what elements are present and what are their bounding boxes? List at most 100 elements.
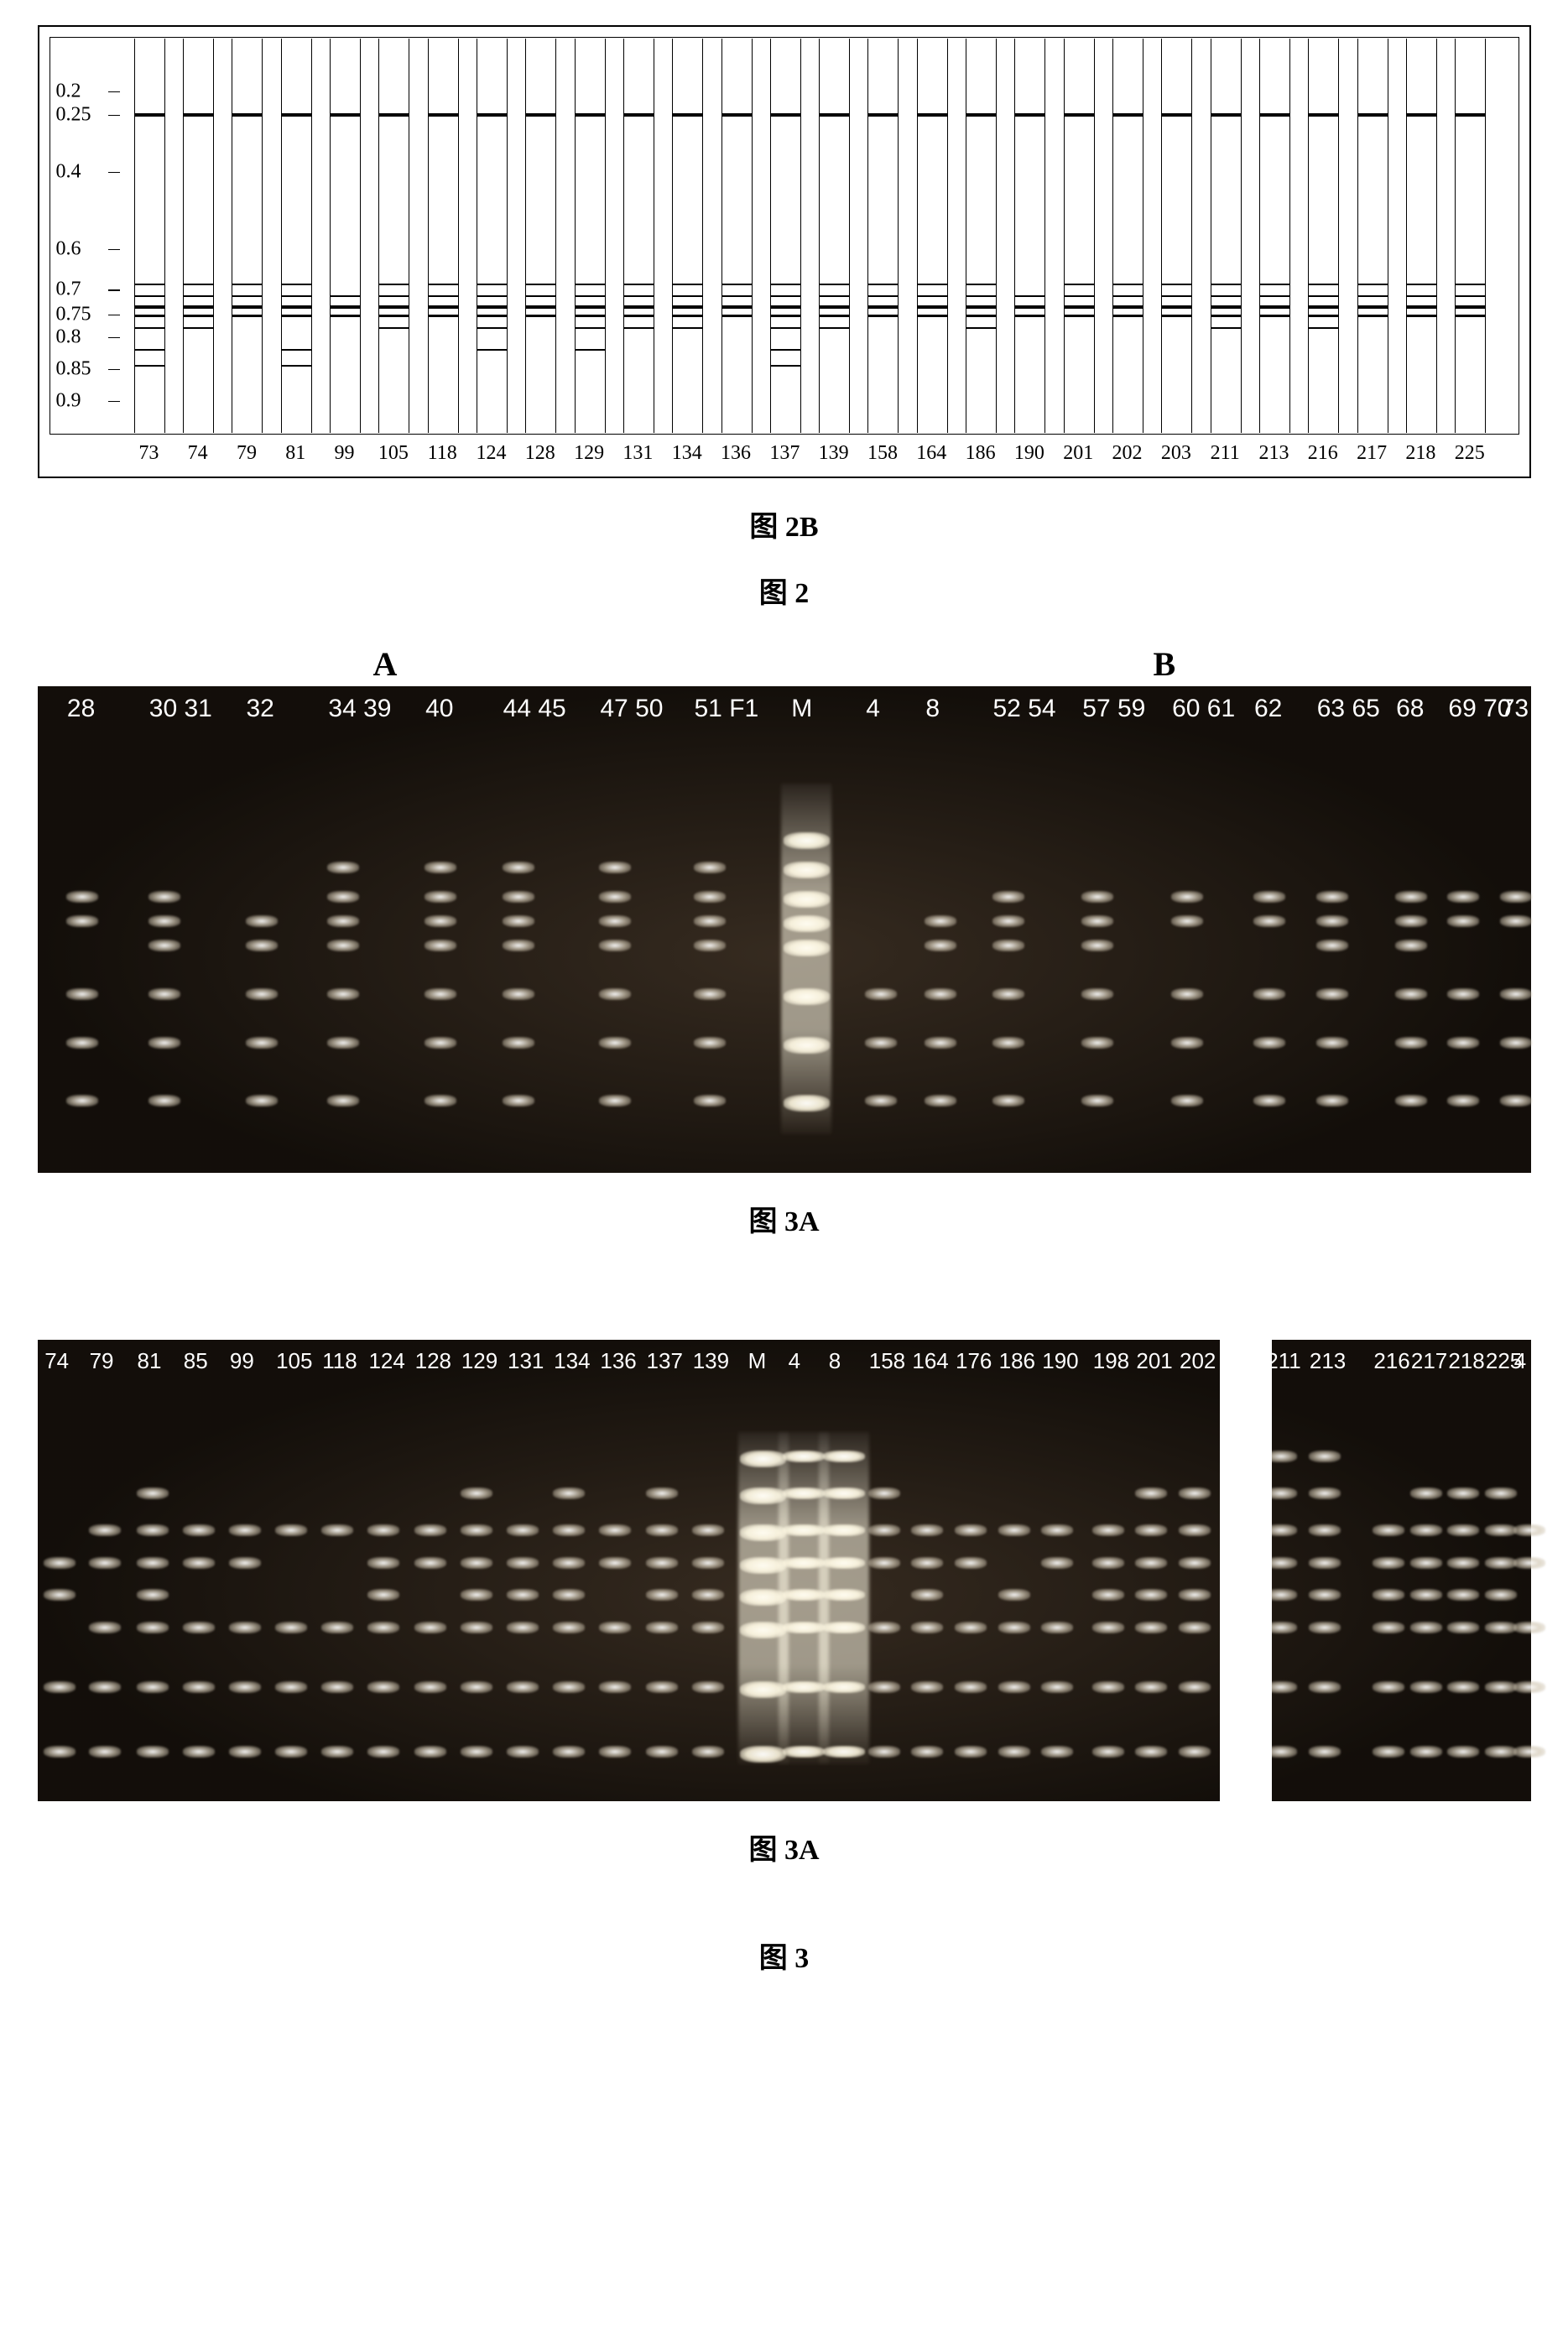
gel-band xyxy=(184,315,213,316)
gel-photo-band xyxy=(1513,1681,1545,1693)
gel-photo-band xyxy=(646,1622,678,1633)
gel-photo-band xyxy=(694,915,726,927)
gel-band xyxy=(771,365,800,367)
gel-photo-band xyxy=(137,1524,169,1536)
gel-lane-label: 44 45 xyxy=(503,695,566,723)
gel-photo-band xyxy=(503,915,534,927)
y-axis-label: 0.75 xyxy=(56,303,91,326)
gel-photo-band xyxy=(1092,1622,1124,1633)
gel-band xyxy=(918,315,947,316)
gel-photo-band xyxy=(1500,988,1532,1000)
gel-photo-band xyxy=(553,1746,585,1758)
gel-band xyxy=(135,349,164,351)
gel-lane xyxy=(867,39,899,433)
gel-band xyxy=(526,305,555,309)
gel-photo-band xyxy=(461,1622,492,1633)
gel-lane xyxy=(1455,39,1486,433)
gel-lane-label: 158 xyxy=(869,1348,905,1374)
gel-band xyxy=(966,284,996,285)
gel-photo-band xyxy=(461,1524,492,1536)
gel-band xyxy=(771,315,800,316)
x-axis-label: 99 xyxy=(335,442,355,465)
y-axis-tick xyxy=(108,115,120,117)
gel-lane xyxy=(1308,39,1339,433)
gel-photo-band xyxy=(137,1746,169,1758)
gel-lane xyxy=(1357,39,1388,433)
gel-photo-band xyxy=(1373,1681,1404,1693)
gel-lane xyxy=(183,39,214,433)
gel-band xyxy=(1015,295,1044,297)
gel-band xyxy=(135,327,164,329)
gel-photo-band xyxy=(1447,1095,1479,1107)
gel-lane xyxy=(1259,39,1290,433)
gel-photo-band xyxy=(998,1746,1030,1758)
gel-photo-band xyxy=(137,1622,169,1633)
gel-band xyxy=(1260,305,1289,309)
gel-band xyxy=(576,349,605,351)
x-axis-label: 131 xyxy=(623,442,653,465)
gel-band xyxy=(1407,113,1436,117)
gel-photo-band xyxy=(1179,1681,1211,1693)
gel-photo-band xyxy=(868,1681,900,1693)
x-axis-label: 81 xyxy=(285,442,305,465)
gel-photo-band xyxy=(1171,891,1203,903)
gel-photo-band xyxy=(425,1037,456,1049)
gel-lane-label: 34 39 xyxy=(328,695,391,723)
gel-photo-band xyxy=(1485,1681,1517,1693)
gel-band xyxy=(1260,113,1289,117)
gel-lane-label: 32 xyxy=(247,695,274,723)
x-axis-label: 79 xyxy=(237,442,257,465)
gel-photo-band xyxy=(367,1524,399,1536)
gel-lane xyxy=(1112,39,1143,433)
figure-3a-bottom-container: 7479818599105118124128129131134136137139… xyxy=(17,1340,1551,1976)
gel-lane xyxy=(525,39,556,433)
gel-band xyxy=(1211,284,1241,285)
gel-band xyxy=(771,284,800,285)
gel-photo-band xyxy=(599,891,631,903)
gel-photo-band xyxy=(1395,1095,1427,1107)
gel-photo-band xyxy=(66,1095,98,1107)
gel-photo-band xyxy=(925,1095,956,1107)
gel-photo-band xyxy=(1410,1487,1442,1499)
gel-photo-band xyxy=(503,1037,534,1049)
gel-photo-band xyxy=(1373,1524,1404,1536)
gel-lane-label: 136 xyxy=(600,1348,636,1374)
gel-band xyxy=(477,284,507,285)
gel-photo-band xyxy=(66,988,98,1000)
gel-photo-band xyxy=(1179,1557,1211,1569)
gel-band xyxy=(1456,284,1485,285)
gel-band xyxy=(624,315,654,316)
y-axis-label: 0.85 xyxy=(56,357,91,380)
gel-band xyxy=(1113,315,1143,316)
gel-band xyxy=(135,315,164,316)
gel-photo-band xyxy=(911,1681,943,1693)
gel-photo-band xyxy=(1171,1037,1203,1049)
gel-photo-band xyxy=(868,1487,900,1499)
gel-band xyxy=(722,315,752,316)
gel-band xyxy=(673,284,702,285)
gel-photo-band xyxy=(44,1681,76,1693)
gel-photo-band xyxy=(1253,891,1285,903)
gel-band xyxy=(1162,315,1191,316)
gel-photo-band xyxy=(503,862,534,873)
gel-photo-band xyxy=(925,940,956,951)
gel-band xyxy=(771,295,800,297)
gel-photo-band xyxy=(911,1589,943,1601)
gel-photo-band xyxy=(599,1622,631,1633)
gel-band xyxy=(282,365,311,367)
gel-lane-label: 198 xyxy=(1093,1348,1129,1374)
gel-band xyxy=(379,295,409,297)
gel-photo-band xyxy=(1410,1622,1442,1633)
gel-photo-band xyxy=(646,1746,678,1758)
gel-photo-band xyxy=(1316,988,1348,1000)
gel-diagram-frame: 0.20.250.40.60.70.750.80.850.97374798199… xyxy=(38,25,1531,478)
gel-band xyxy=(477,305,507,309)
gel-photo-band xyxy=(1410,1746,1442,1758)
y-axis-label: 0.7 xyxy=(56,279,81,301)
gel-band xyxy=(1065,305,1094,309)
gel-band xyxy=(868,315,898,316)
gel-photo-band xyxy=(911,1524,943,1536)
gel-photo-band xyxy=(599,1524,631,1536)
gel-photo-band xyxy=(1041,1524,1073,1536)
caption-3: 图 3 xyxy=(17,1935,1551,1976)
